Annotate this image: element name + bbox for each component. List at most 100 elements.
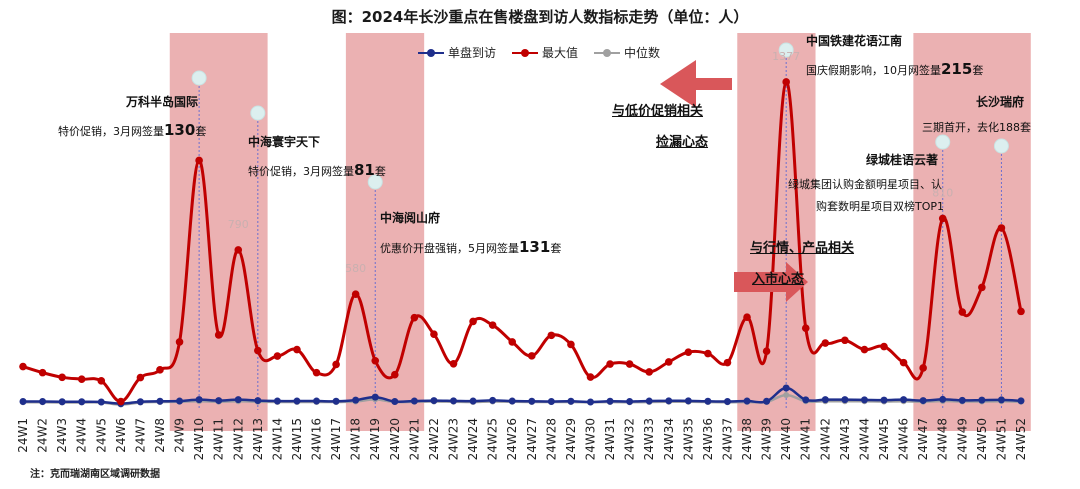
x-tick-24W11: 24W11 — [212, 418, 226, 460]
x-tick-24W26: 24W26 — [505, 418, 519, 460]
point-2-24W36 — [704, 349, 712, 358]
x-tick-24W27: 24W27 — [525, 418, 539, 460]
legend-item-median: 中位数 — [594, 44, 660, 61]
point-2-24W47 — [919, 364, 927, 372]
annotation-ruifu-detail: 三期首开，去化188套 — [922, 121, 1031, 134]
point-1-24W9 — [176, 397, 184, 405]
annotation-bubbles — [191, 42, 1009, 190]
point-2-24W11 — [214, 331, 223, 339]
point-2-24W12 — [234, 246, 243, 254]
shaded-band-4 — [913, 33, 1031, 431]
point-1-24W45 — [880, 396, 888, 404]
point-2-24W27 — [527, 352, 536, 360]
x-tick-24W30: 24W30 — [583, 418, 597, 460]
annotation-zhonghai-hy-unit: 套 — [374, 165, 386, 178]
point-2-24W4 — [77, 375, 86, 383]
annotation-zhonghai-ys-unit: 套 — [550, 242, 562, 255]
point-2-24W24 — [469, 317, 477, 326]
annotation-zhonghai-ys-detail: 优惠价开盘强销，5月网签量131套 — [380, 238, 561, 256]
point-1-24W34 — [665, 397, 673, 405]
annotation-zhonghai-ys: 中海阅山府 — [380, 209, 440, 226]
point-2-24W14 — [273, 352, 282, 360]
x-tick-24W6: 24W6 — [114, 418, 128, 453]
point-2-24W44 — [860, 345, 869, 354]
annotation-vanke-text: 特价促销，3月网签量 — [58, 125, 164, 138]
x-tick-24W41: 24W41 — [799, 418, 813, 460]
annotation-zhonghai-hy-name: 中海寰宇天下 — [248, 135, 321, 149]
x-tick-24W16: 24W16 — [310, 418, 324, 460]
point-2-24W50 — [978, 283, 986, 292]
annotation-guides — [198, 50, 1002, 410]
x-tick-24W15: 24W15 — [290, 418, 304, 460]
x-tick-24W49: 24W49 — [955, 418, 969, 460]
point-1-24W32 — [626, 398, 634, 406]
annotation-tiejian-unit: 套 — [972, 64, 984, 77]
point-2-24W18 — [351, 290, 360, 298]
series-1 — [19, 384, 1025, 408]
annotation-bubble-24W10 — [191, 70, 207, 86]
annotation-lvcheng-line1: 绿城集团认购金额明星项目、认 — [788, 178, 942, 191]
annotation-zhonghai-ys-name: 中海阅山府 — [380, 211, 441, 225]
x-tick-24W28: 24W28 — [544, 418, 558, 460]
annotation-zhonghai-ys-num: 131 — [519, 238, 551, 256]
point-1-24W30 — [586, 398, 594, 406]
x-tick-24W42: 24W42 — [818, 418, 832, 460]
point-1-24W20 — [391, 398, 399, 406]
point-1-24W40 — [782, 384, 790, 392]
point-2-24W33 — [645, 368, 653, 376]
point-1-24W28 — [547, 398, 555, 406]
x-tick-24W21: 24W21 — [407, 418, 421, 460]
annotation-vanke-num: 130 — [164, 121, 196, 139]
legend-label-max: 最大值 — [542, 46, 579, 60]
point-1-24W12 — [234, 396, 242, 404]
point-2-24W40 — [782, 78, 790, 86]
point-2-24W29 — [567, 340, 575, 349]
annotation-tiejian-detail: 国庆假期影响，10月网签量215套 — [806, 60, 983, 78]
point-2-24W41 — [801, 324, 810, 332]
point-2-24W49 — [958, 308, 967, 316]
annotation-bubble-24W13 — [250, 105, 266, 121]
legend-label-visits: 单盘到访 — [448, 46, 497, 60]
annotation-ruifu-name: 长沙瑞府 — [976, 95, 1025, 109]
point-2-24W42 — [821, 339, 830, 347]
point-1-24W37 — [723, 398, 731, 406]
point-1-24W49 — [958, 396, 966, 404]
callout-market-line1: 与行情、产品相关 — [750, 241, 855, 256]
x-tick-24W13: 24W13 — [251, 418, 265, 460]
x-tick-24W7: 24W7 — [133, 418, 147, 453]
x-tick-24W4: 24W4 — [75, 418, 89, 453]
point-2-24W35 — [684, 348, 693, 356]
data-label-24W18: 580 — [345, 262, 366, 275]
callout-market-line2: 入市心态 — [752, 272, 805, 287]
x-tick-24W5: 24W5 — [94, 418, 108, 453]
point-1-24W43 — [841, 396, 849, 404]
point-1-24W11 — [215, 397, 223, 405]
point-1-24W19 — [371, 393, 379, 401]
point-2-24W10 — [195, 156, 203, 165]
x-tick-24W8: 24W8 — [153, 418, 167, 453]
annotation-lvcheng-name: 绿城桂语云著 — [866, 153, 939, 167]
shaded-band-2 — [345, 33, 425, 431]
point-1-24W42 — [821, 396, 829, 404]
annotation-bubble-24W48 — [935, 134, 951, 150]
x-tick-24W38: 24W38 — [740, 418, 754, 460]
shaded-band-1 — [169, 33, 268, 431]
x-tick-24W12: 24W12 — [231, 418, 245, 460]
x-tick-24W31: 24W31 — [603, 418, 617, 460]
point-1-24W1 — [19, 398, 27, 406]
point-1-24W24 — [469, 397, 477, 405]
x-tick-24W52: 24W52 — [1014, 418, 1028, 460]
point-2-24W34 — [664, 358, 673, 366]
point-1-24W29 — [567, 397, 575, 405]
point-1-24W52 — [1017, 397, 1025, 405]
point-2-24W48 — [938, 214, 947, 223]
point-2-24W13 — [254, 346, 262, 355]
point-1-24W46 — [900, 396, 908, 404]
point-1-24W18 — [352, 396, 360, 404]
x-tick-24W36: 24W36 — [701, 418, 715, 460]
point-2-24W28 — [547, 331, 556, 340]
point-1-24W50 — [978, 396, 986, 404]
annotation-zhonghai-hy-text: 特价促销，3月网签量 — [248, 165, 354, 178]
data-labels: 1377 790 580 810 — [228, 50, 953, 275]
point-1-24W15 — [293, 397, 301, 405]
